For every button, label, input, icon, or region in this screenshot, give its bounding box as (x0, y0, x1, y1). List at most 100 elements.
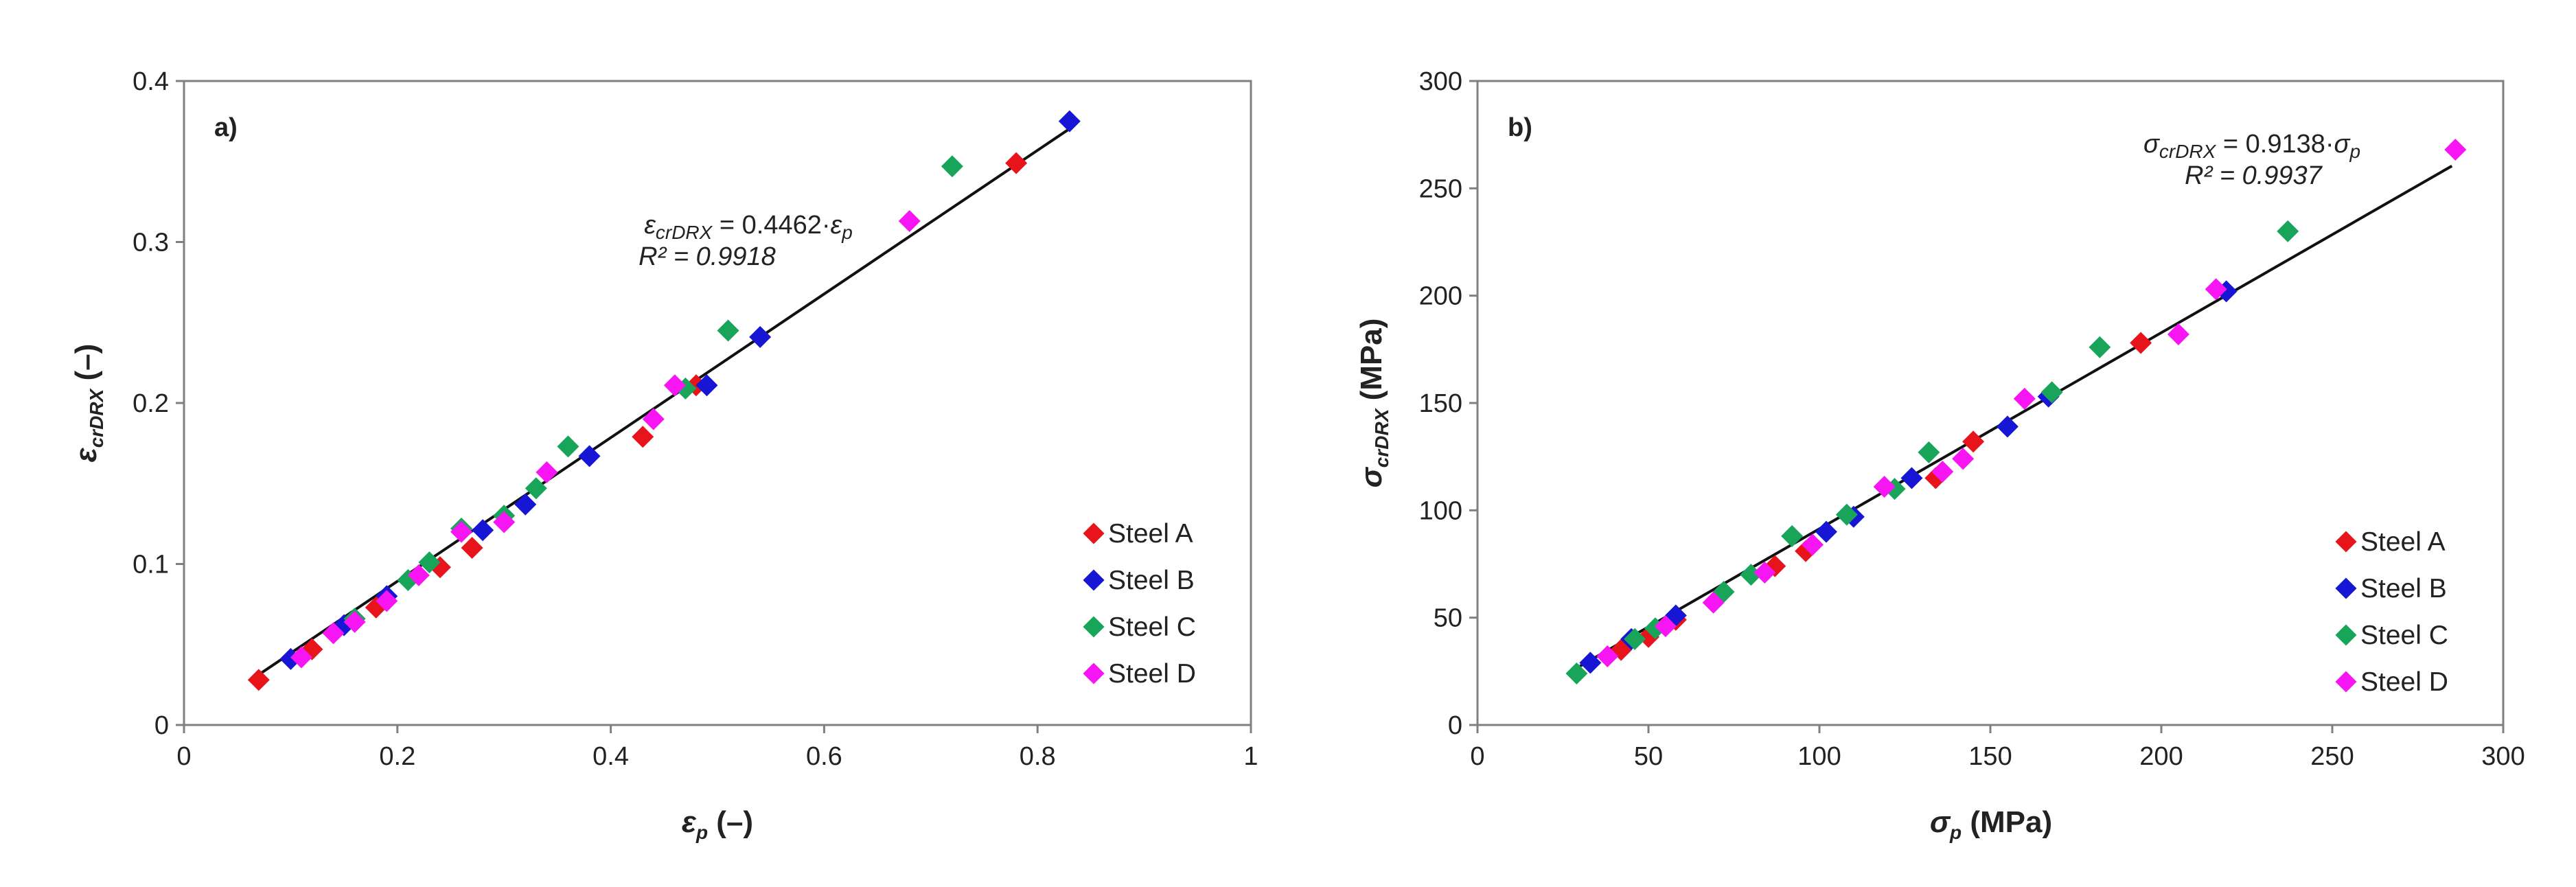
panel-b-y-tick-label: 150 (1419, 389, 1462, 418)
data-point-steel-d (536, 461, 558, 483)
data-point-steel-d (1873, 475, 1896, 498)
panel-b-y-tick-label: 250 (1419, 174, 1462, 203)
data-point-steel-d (1753, 562, 1776, 584)
panel-b-x-axis-label: σp (MPa) (1930, 805, 2052, 843)
legend-label-steel-c: Steel C (2360, 621, 2448, 650)
panel-a-x-ticks: 0 0.2 0.4 0.6 0.8 1 (176, 725, 1258, 771)
data-point-steel-c (1918, 441, 1940, 463)
panel-a-x-tick-label: 0 (176, 742, 191, 771)
panel-a-y-tick-label: 0.1 (133, 551, 169, 579)
panel-a-y-tick-label: 0 (154, 711, 169, 740)
data-point-steel-d (2013, 387, 2036, 410)
panel-a-x-tick-label: 0.6 (806, 742, 842, 771)
panel-b-label: b) (1508, 113, 1532, 142)
panel-a-y-tick-label: 0.3 (133, 229, 169, 257)
data-point-steel-d (2205, 278, 2227, 301)
panel-a-y-ticks: 0 0.1 0.2 0.3 0.4 (133, 67, 184, 740)
legend-label-steel-d: Steel D (1108, 659, 1196, 689)
panel-b-x-ticks: 0 50 100 150 200 250 300 (1470, 725, 2525, 771)
data-point-steel-b (1900, 467, 1923, 489)
data-point-steel-a (1962, 430, 1985, 453)
panel-b-y-tick-label: 100 (1419, 496, 1462, 525)
panel-b-r-squared: R² = 0.9937 (2185, 161, 2323, 190)
data-point-steel-c (2277, 220, 2299, 242)
data-point-steel-b (749, 325, 772, 348)
panel-a-x-tick-label: 0.2 (379, 742, 415, 771)
panel-b-y-tick-label: 0 (1448, 711, 1462, 740)
data-point-steel-c (1781, 525, 1804, 547)
data-point-steel-d (2444, 139, 2467, 161)
legend-label-steel-c: Steel C (1108, 612, 1196, 642)
panel-a-y-axis-label: εcrDRX (–) (69, 344, 107, 463)
data-point-steel-a (632, 426, 654, 448)
data-point-steel-b (1579, 652, 1602, 674)
data-point-steel-b (1058, 110, 1081, 133)
panel-a-x-tick-label: 0.8 (1020, 742, 1056, 771)
panel-a-y-tick-label: 0.2 (133, 389, 169, 418)
panel-b-y-tick-label: 50 (1434, 604, 1462, 633)
data-point-steel-d (376, 590, 398, 612)
data-point-steel-b (514, 493, 537, 516)
panel-b-plot-frame (1476, 80, 2505, 726)
data-point-steel-d (1596, 645, 1619, 667)
data-point-steel-d (450, 520, 473, 543)
data-point-steel-c (525, 477, 547, 500)
data-point-steel-c (941, 155, 963, 178)
data-point-steel-b (695, 374, 718, 397)
panel-b-legend: Steel A Steel B Steel C Steel D (2335, 527, 2448, 697)
legend-marker-steel-c (2335, 624, 2357, 646)
panel-a-fit-equation: εcrDRX = 0.4462·εp R² = 0.9918 (639, 211, 853, 271)
data-point-steel-b (578, 445, 601, 468)
data-point-steel-d (343, 610, 366, 633)
panel-b-y-tick-label: 200 (1419, 282, 1462, 311)
data-point-steel-d (2167, 323, 2189, 345)
panel-b-x-tick-label: 150 (1968, 742, 2012, 771)
data-point-steel-d (1702, 591, 1725, 614)
data-point-steel-d (1931, 461, 1954, 483)
data-point-steel-b (1815, 520, 1837, 543)
data-point-steel-c (1624, 627, 1646, 650)
data-point-steel-d (1952, 448, 1975, 470)
legend-marker-steel-a (2335, 531, 2357, 553)
data-point-steel-c (1565, 662, 1588, 684)
panel-a-equation-line: εcrDRX = 0.4462·εp (644, 211, 853, 243)
panel-b-y-tick-label: 300 (1419, 67, 1462, 96)
data-point-steel-d (493, 511, 516, 533)
data-point-steel-d (663, 374, 686, 397)
panel-b-x-tick-label: 200 (2139, 742, 2183, 771)
panel-a-x-tick-label: 0.4 (593, 742, 629, 771)
data-point-steel-a (461, 537, 483, 560)
panel-b-chart: 0 50 100 150 200 250 300 0 50 100 150 200 250 300 b)… (1355, 67, 2525, 843)
panel-b-fit-equation: σcrDRX = 0.9138·σp R² = 0.9937 (2143, 130, 2360, 190)
data-point-steel-d (322, 622, 345, 645)
data-point-steel-c (2040, 381, 2063, 404)
panel-b-data-points (1565, 139, 2467, 684)
panel-a-x-axis-label: εp (–) (682, 805, 753, 843)
data-point-steel-d (1802, 533, 1824, 556)
legend-label-steel-a: Steel A (2360, 527, 2446, 557)
data-point-steel-d (1654, 615, 1677, 638)
panel-a-r-squared: R² = 0.9918 (639, 242, 776, 271)
legend-marker-steel-b (2335, 577, 2357, 599)
data-point-steel-a (1005, 152, 1028, 174)
data-point-steel-c (1740, 564, 1762, 586)
data-point-steel-a (2130, 332, 2152, 354)
legend-label-steel-a: Steel A (1108, 519, 1193, 549)
legend-label-steel-b: Steel B (1108, 566, 1195, 595)
data-point-steel-d (642, 408, 665, 430)
panel-b-x-tick-label: 250 (2310, 742, 2354, 771)
legend-label-steel-d: Steel D (2360, 667, 2448, 697)
data-point-steel-b (472, 519, 494, 542)
panel-b-x-tick-label: 300 (2481, 742, 2525, 771)
panel-a-label: a) (214, 113, 238, 142)
legend-label-steel-b: Steel B (2360, 574, 2447, 603)
panel-a-y-tick-label: 0.4 (133, 67, 169, 96)
data-point-steel-c (1835, 503, 1858, 526)
panel-a-chart: 0 0.2 0.4 0.6 0.8 1 0 0.1 0.2 0.3 0.4 a) εcrDRX =… (69, 67, 1258, 843)
data-point-steel-c (557, 435, 579, 458)
panel-b-x-tick-label: 0 (1470, 742, 1484, 771)
data-point-steel-c (2089, 336, 2111, 358)
data-point-steel-c (418, 551, 441, 574)
panel-b-y-ticks: 0 50 100 150 200 250 300 (1419, 67, 1477, 740)
